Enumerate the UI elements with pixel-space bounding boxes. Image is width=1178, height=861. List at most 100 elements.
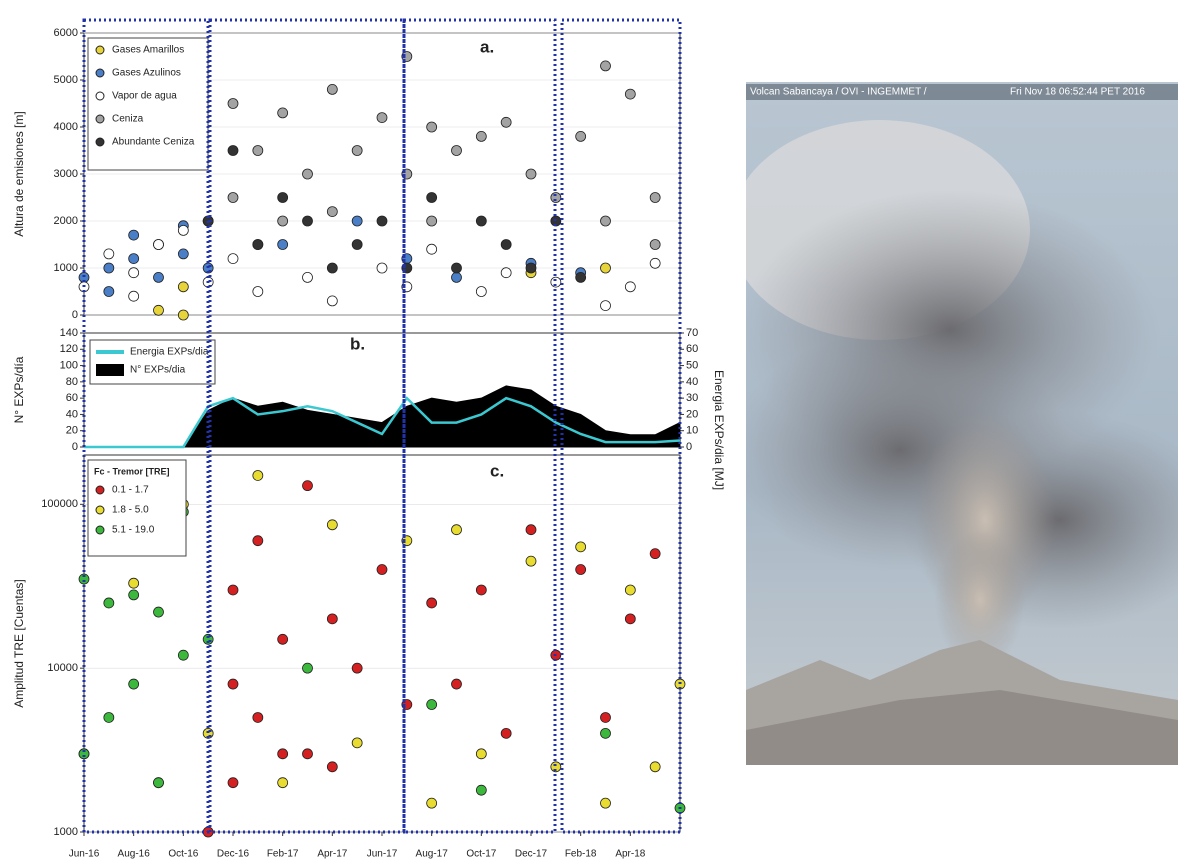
data-point [154,240,164,250]
data-point [427,216,437,226]
data-point [650,549,660,559]
data-point [501,240,511,250]
legend-marker [96,138,104,146]
legend-label: 0.1 - 1.7 [112,485,149,496]
legend-marker [96,92,104,100]
data-point [576,565,586,575]
data-point [278,240,288,250]
legend-label: Gases Amarillos [112,45,184,56]
data-point [228,146,238,156]
data-point [501,268,511,278]
data-point [601,263,611,273]
y2-tick-label: 30 [686,392,698,404]
data-point [352,146,362,156]
x-tick-label: Apr-18 [615,849,645,860]
data-point [104,287,114,297]
data-point [452,525,462,535]
y-tick-label: 10000 [47,662,78,674]
data-point [278,634,288,644]
y-tick-label: 60 [66,392,78,404]
y-tick-label: 1000 [54,262,78,274]
data-point [601,712,611,722]
data-point [625,585,635,595]
panel: 100010000100000Jun-16Aug-16Oct-16Dec-16F… [12,455,685,860]
data-point [327,614,337,624]
data-point [303,169,313,179]
data-point [327,762,337,772]
data-point [104,263,114,273]
data-point [427,700,437,710]
data-point [476,287,486,297]
data-point [352,663,362,673]
panel-label: a. [480,37,494,56]
data-point [377,263,387,273]
y-tick-label: 4000 [54,121,78,133]
data-point [650,258,660,268]
data-point [253,712,263,722]
legend-label: Ceniza [112,114,144,125]
x-tick-label: Jun-17 [367,849,398,860]
data-point [228,193,238,203]
data-point [526,263,536,273]
data-point [228,585,238,595]
legend-marker [96,486,104,494]
y2-tick-label: 70 [686,327,698,339]
data-point [129,679,139,689]
data-point [154,272,164,282]
y-tick-label: 6000 [54,27,78,39]
data-point [427,244,437,254]
y-tick-label: 0 [72,441,78,453]
y-tick-label: 0 [72,309,78,321]
data-point [129,578,139,588]
data-point [427,598,437,608]
data-point [452,272,462,282]
data-point [178,249,188,259]
data-point [228,254,238,264]
data-point [476,785,486,795]
legend-swatch [96,350,124,354]
data-point [253,470,263,480]
legend-label: Energia EXPs/dia [130,347,209,358]
data-point [129,590,139,600]
legend-marker [96,69,104,77]
data-point [327,263,337,273]
data-point [154,778,164,788]
data-point [253,240,263,250]
data-point [526,525,536,535]
data-point [452,146,462,156]
y2-tick-label: 50 [686,359,698,371]
y2-tick-label: 10 [686,425,698,437]
y-tick-label: 5000 [54,74,78,86]
data-point [327,520,337,530]
x-tick-label: Jun-16 [69,849,100,860]
data-point [476,585,486,595]
y-tick-label: 120 [60,343,78,355]
data-point [303,272,313,282]
y-axis-label: Amplitud TRE [Cuentas] [12,579,26,708]
panel-label: b. [350,334,365,353]
data-point [650,240,660,250]
legend-box [88,38,208,170]
data-point [253,536,263,546]
data-point [303,216,313,226]
x-tick-label: Aug-17 [416,849,449,860]
data-point [625,89,635,99]
data-point [228,99,238,109]
data-point [452,679,462,689]
data-point [476,216,486,226]
data-point [303,663,313,673]
data-point [576,542,586,552]
photo-caption: Volcan Sabancaya / OVI - INGEMMET / [750,87,927,98]
data-point [278,749,288,759]
data-point [303,481,313,491]
data-point [576,272,586,282]
data-point [129,268,139,278]
data-point [377,565,387,575]
y2-axis-label: Energia EXPs/dia [MJ] [712,370,726,490]
x-tick-label: Oct-16 [168,849,198,860]
data-point [526,169,536,179]
data-point [601,61,611,71]
data-point [377,113,387,123]
data-point [476,749,486,759]
data-point [278,108,288,118]
